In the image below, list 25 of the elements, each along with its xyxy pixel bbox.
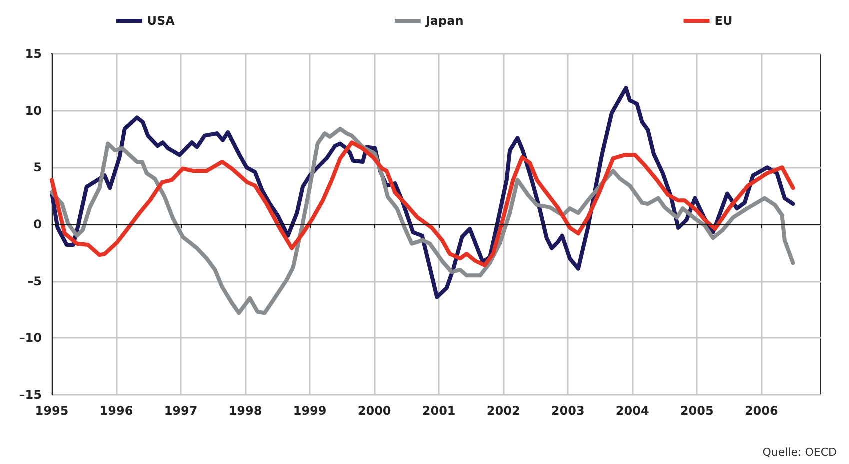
x-tick-label: 2004 bbox=[616, 404, 650, 418]
x-tick-label: 2003 bbox=[551, 404, 585, 418]
legend-label: Japan bbox=[424, 14, 464, 28]
x-tick-label: 2000 bbox=[358, 404, 392, 418]
y-tick-label: –15 bbox=[19, 388, 42, 402]
y-tick-label: 0 bbox=[34, 218, 42, 232]
source-note: Quelle: OECD bbox=[762, 446, 838, 459]
x-tick-label: 2005 bbox=[680, 404, 714, 418]
x-tick-label: 2002 bbox=[486, 404, 520, 418]
y-tick-label: 5 bbox=[34, 160, 42, 175]
x-tick-label: 1996 bbox=[100, 404, 134, 418]
line-series bbox=[50, 140, 796, 268]
x-tick-label: 1998 bbox=[228, 404, 262, 418]
x-tick-label: 1995 bbox=[35, 404, 69, 418]
y-tick-label: –10 bbox=[19, 331, 42, 346]
x-tick-label: 1999 bbox=[293, 404, 327, 418]
y-tick-label: 10 bbox=[25, 104, 42, 118]
y-tick-label: –5 bbox=[28, 274, 42, 288]
x-tick-label: 2006 bbox=[744, 404, 778, 418]
legend-label: EU bbox=[714, 14, 733, 28]
legend-label: USA bbox=[147, 14, 176, 28]
x-tick-label: 2001 bbox=[422, 404, 456, 418]
y-tick-label: 15 bbox=[25, 47, 42, 61]
x-tick-label: 1997 bbox=[164, 404, 198, 418]
line-series bbox=[50, 127, 796, 316]
